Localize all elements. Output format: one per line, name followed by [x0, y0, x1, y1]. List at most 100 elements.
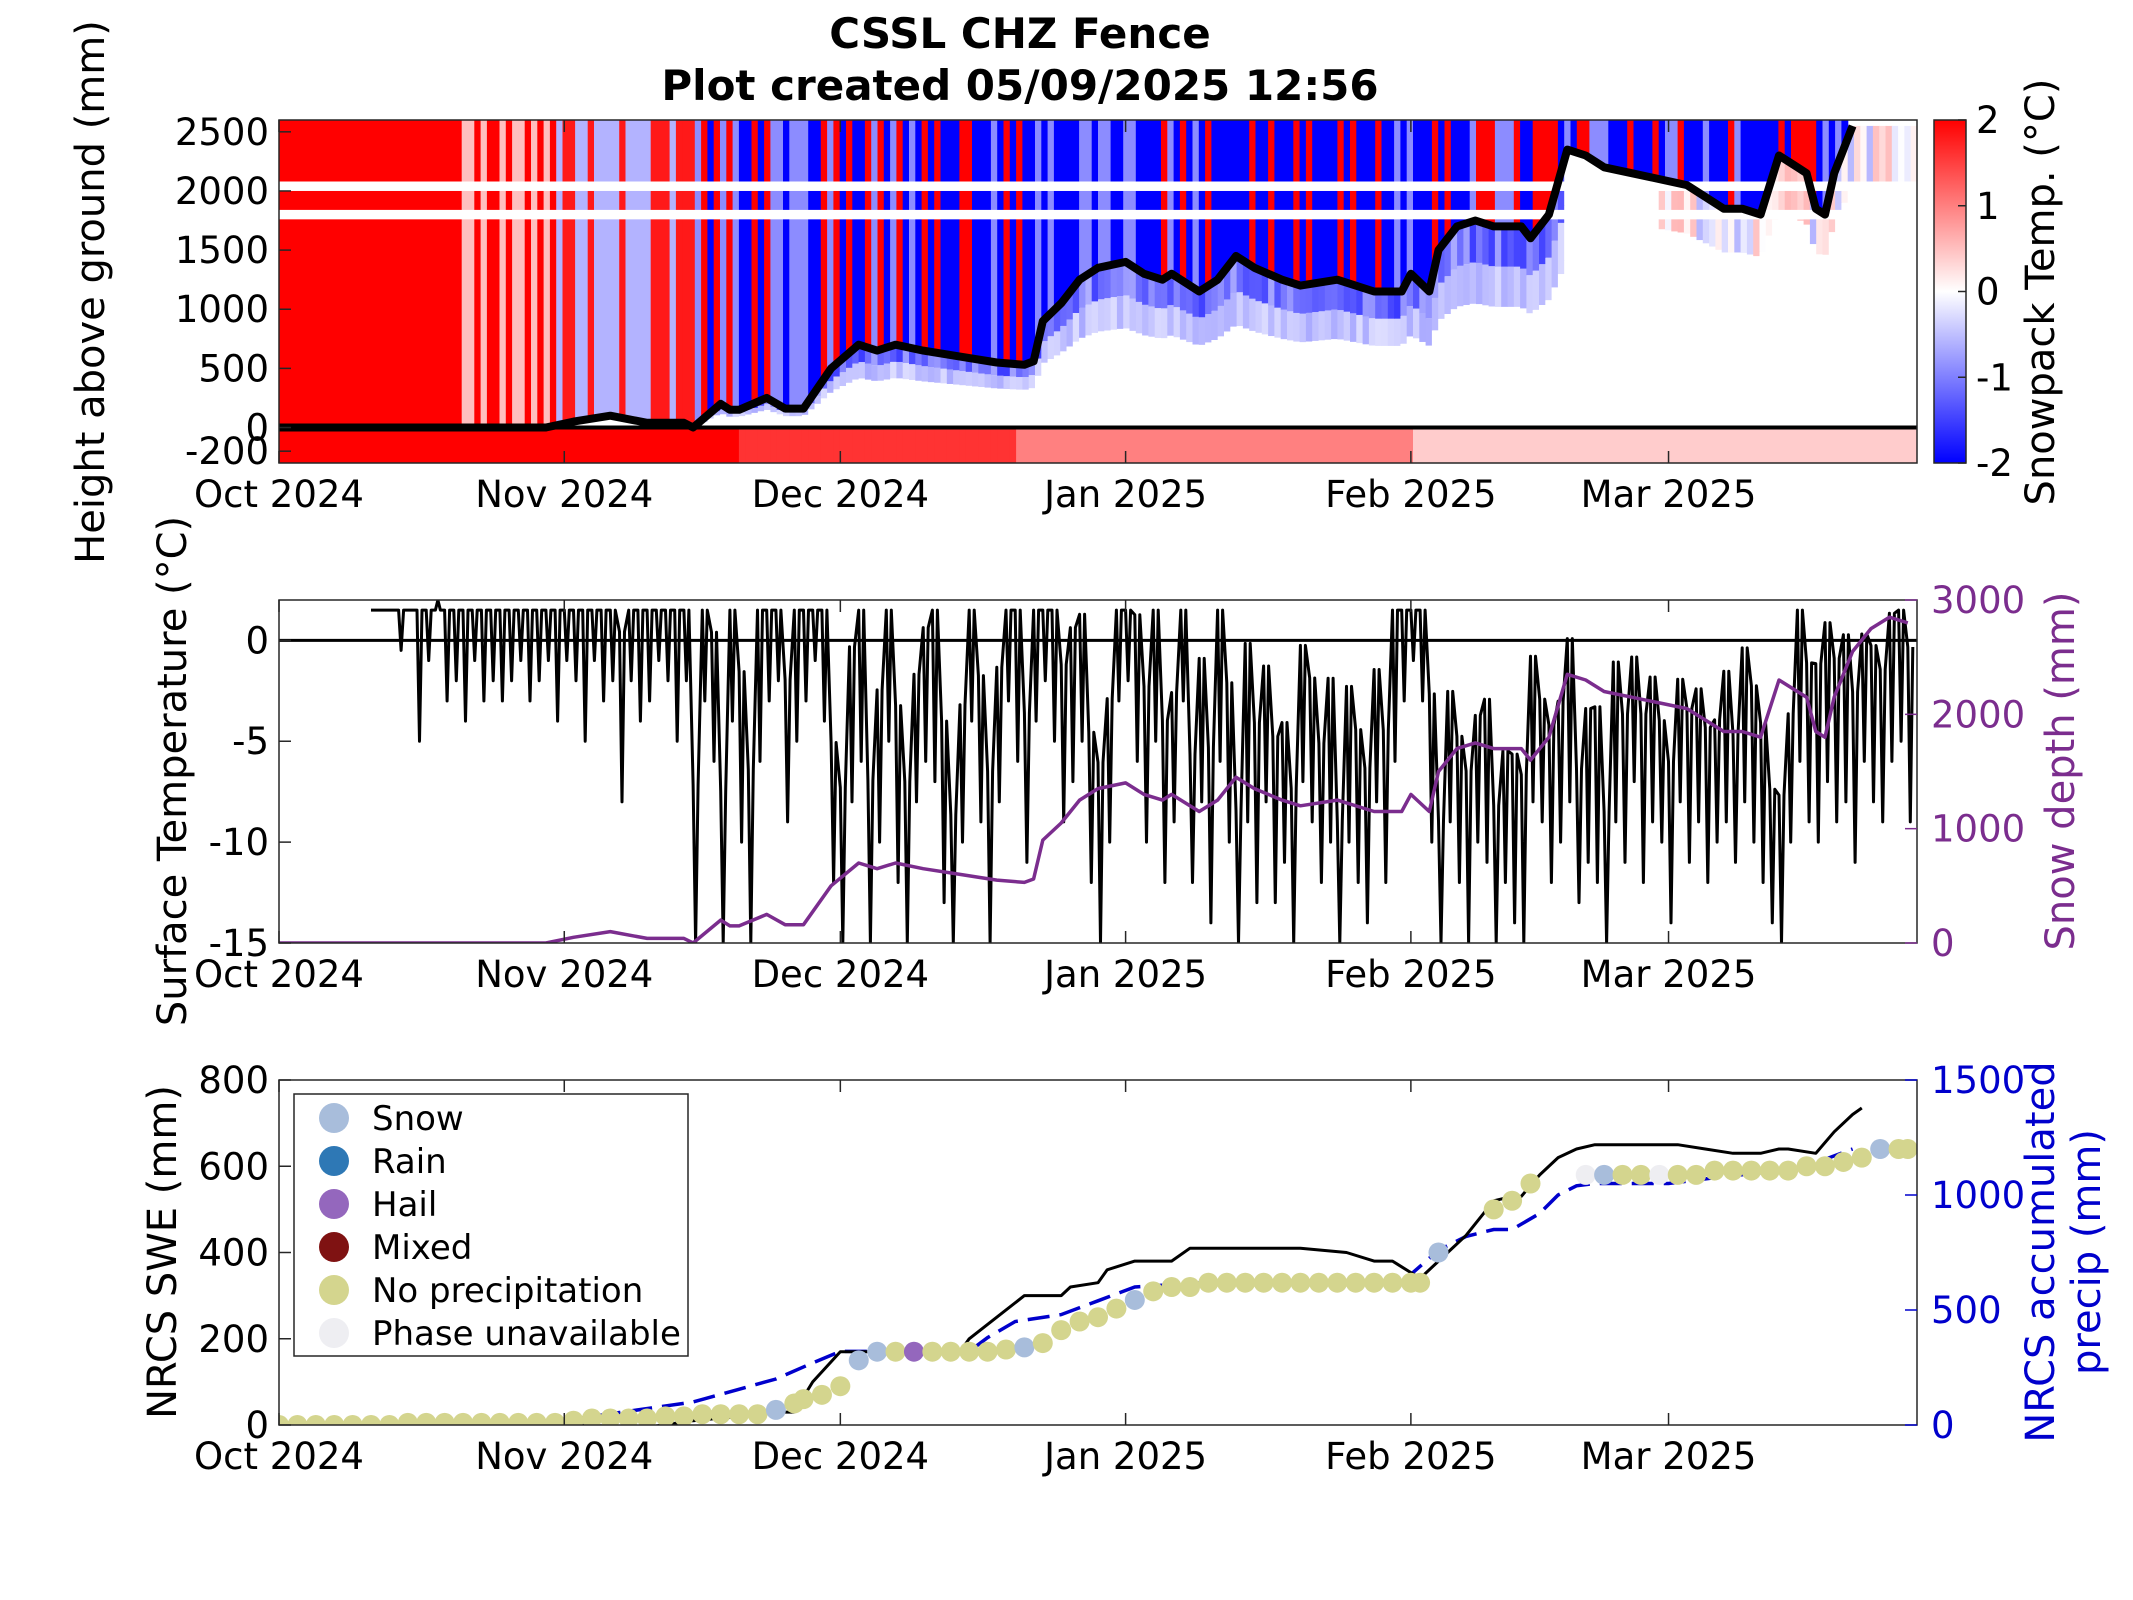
- legend-marker: [319, 1275, 349, 1305]
- heatmap-x-ticks: Oct 2024 Nov 2024 Dec 2024 Jan 2025 Feb 2025…: [194, 120, 1756, 516]
- heatmap-cell: [726, 420, 734, 424]
- heatmap-cell: [1658, 229, 1666, 279]
- heatmap-cell: [833, 427, 841, 463]
- heatmap-cell: [1910, 367, 1917, 428]
- heatmap-cell: [909, 395, 916, 412]
- heatmap-cell: [1003, 120, 1011, 364]
- heatmap-cell: [770, 120, 778, 402]
- y-right-tick-label: 0: [1931, 922, 1955, 965]
- heatmap-cell: [1501, 120, 1509, 227]
- heatmap-cell: [1368, 345, 1376, 373]
- heatmap-cell: [1469, 120, 1477, 222]
- heatmap-cell: [783, 412, 790, 417]
- heatmap-cell: [1639, 226, 1647, 277]
- swe-point: [279, 1415, 289, 1425]
- swe-point: [977, 1341, 998, 1362]
- heatmap-cell: [909, 427, 916, 463]
- heatmap-cell: [972, 427, 979, 463]
- heatmap-cell: [795, 416, 803, 420]
- heatmap-cell: [1728, 120, 1735, 209]
- heatmap-cell: [921, 350, 929, 367]
- heatmap-cell: [883, 395, 891, 412]
- heatmap-cell: [1186, 427, 1194, 463]
- heatmap-cell: [1809, 244, 1817, 290]
- heatmap-cell: [1841, 371, 1849, 428]
- heatmap-cell: [1280, 339, 1288, 369]
- heatmap-cell: [1602, 271, 1609, 324]
- heatmap-cell: [1646, 227, 1653, 278]
- heatmap-cell: [1318, 369, 1326, 399]
- heatmap-cell: [1419, 427, 1427, 463]
- heatmap-cell: [871, 365, 879, 381]
- heatmap-cell: [1154, 397, 1162, 428]
- heatmap-cell: [1331, 339, 1338, 369]
- y-right-tick-label: 0: [1931, 1404, 1955, 1447]
- heatmap-cell: [1702, 243, 1710, 290]
- heatmap-cell: [1740, 427, 1748, 463]
- heatmap-cell: [417, 120, 425, 428]
- heatmap-cell: [1488, 306, 1496, 347]
- heatmap-cell: [1765, 331, 1773, 380]
- heatmap-cell: [1444, 351, 1452, 390]
- heatmap-cell: [1482, 223, 1490, 265]
- heatmap-cell: [1350, 284, 1357, 314]
- heatmap-cell: [1205, 314, 1212, 343]
- heatmap-cell: [764, 427, 771, 463]
- heatmap-cell: [1167, 305, 1175, 336]
- heatmap-cell: [587, 424, 595, 426]
- heatmap-cell: [1154, 367, 1162, 398]
- heatmap-cell: [1268, 305, 1275, 337]
- heatmap-cell: [430, 120, 438, 428]
- heatmap-cell: [1375, 291, 1383, 319]
- heatmap-cell: [1551, 240, 1559, 288]
- heatmap-cell: [587, 422, 595, 425]
- heatmap-cell: [1608, 427, 1616, 463]
- heatmap-cell: [625, 427, 633, 463]
- heatmap-cell: [1463, 223, 1471, 265]
- heatmap-cell: [890, 345, 897, 362]
- heatmap-cell: [1419, 284, 1427, 314]
- heatmap-cell: [1053, 403, 1061, 428]
- heatmap-cell: [713, 419, 721, 424]
- heatmap-cell: [1179, 281, 1187, 311]
- heatmap-cell: [1161, 397, 1168, 428]
- heatmap-cell: [1230, 326, 1238, 361]
- legend-box: [293, 1093, 689, 1357]
- heatmap-cell: [1211, 339, 1219, 370]
- heatmap-cell: [902, 346, 910, 364]
- heatmap-cell: [827, 404, 834, 416]
- heatmap-cell: [713, 120, 721, 408]
- heatmap-cell: [1356, 120, 1364, 287]
- heatmap-cell: [1400, 371, 1408, 400]
- heatmap-cell: [738, 419, 746, 424]
- heatmap-cell: [915, 365, 923, 381]
- heatmap-cell: [411, 120, 419, 428]
- heatmap-cell: [1161, 120, 1168, 279]
- temperature-x-ticks: Oct 2024 Nov 2024 Dec 2024 Jan 2025 Feb 2025…: [194, 600, 1756, 996]
- heatmap-cell: [1167, 396, 1175, 428]
- heatmap-cell: [1085, 335, 1093, 367]
- heatmap-cell: [1431, 297, 1439, 331]
- swe-point: [379, 1415, 400, 1425]
- heatmap-cell: [449, 120, 456, 428]
- heatmap-cell: [795, 419, 803, 424]
- heatmap-cell: [1154, 337, 1162, 368]
- heatmap-cell: [1526, 275, 1534, 314]
- heatmap-cell: [1419, 341, 1427, 371]
- heatmap-cell: [461, 427, 469, 463]
- heatmap-cell: [1413, 368, 1420, 398]
- heatmap-cell: [1381, 373, 1389, 401]
- heatmap-cell: [1545, 215, 1553, 258]
- heatmap-cell: [1469, 262, 1477, 304]
- heatmap-cell: [1872, 427, 1880, 463]
- heatmap-cell: [1236, 393, 1244, 428]
- heatmap-cell: [1595, 322, 1603, 375]
- heatmap-cell: [1450, 230, 1458, 270]
- heatmap-cell: [1085, 366, 1093, 397]
- heatmap-cell: [1520, 387, 1527, 428]
- heatmap-cell: [1828, 378, 1836, 428]
- heatmap-cell: [940, 427, 948, 463]
- heatmap-cell: [1721, 120, 1729, 209]
